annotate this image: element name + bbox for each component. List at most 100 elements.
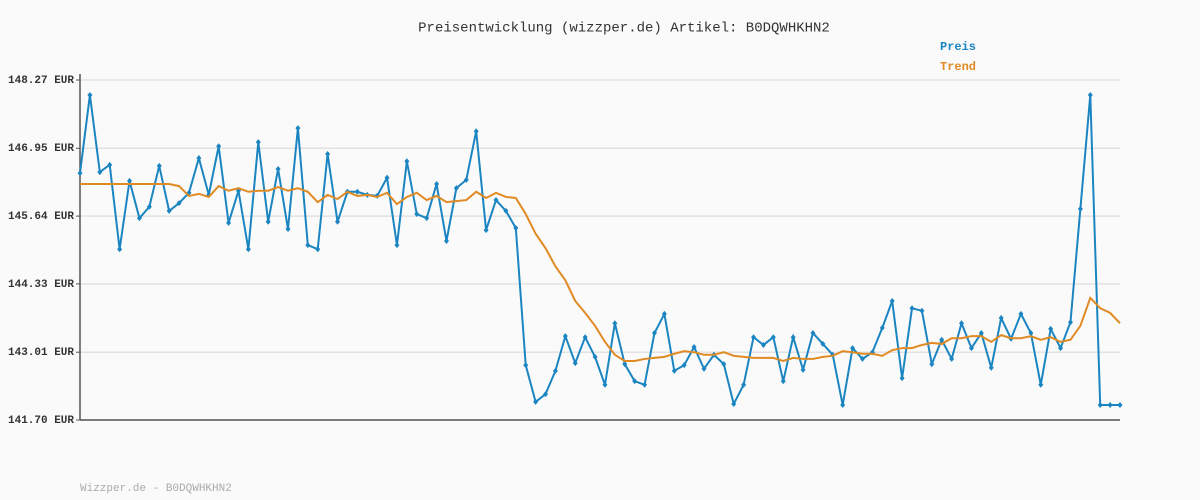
point-marker xyxy=(721,361,727,368)
point-marker xyxy=(840,401,846,408)
point-marker xyxy=(1087,92,1093,99)
point-marker xyxy=(107,161,113,168)
point-marker xyxy=(117,246,123,253)
point-marker xyxy=(404,158,410,165)
point-marker xyxy=(572,360,578,367)
point-marker xyxy=(889,297,895,304)
point-marker xyxy=(731,400,737,407)
point-marker xyxy=(850,345,856,352)
point-marker xyxy=(770,334,776,341)
point-marker xyxy=(562,333,568,340)
point-marker xyxy=(671,367,677,374)
point-marker xyxy=(87,92,93,99)
point-marker xyxy=(760,341,766,348)
legend-entry: Preis xyxy=(940,40,976,54)
point-marker xyxy=(127,177,133,184)
point-marker xyxy=(998,315,1004,322)
point-marker xyxy=(929,361,935,368)
point-marker xyxy=(919,307,925,314)
point-marker xyxy=(325,151,331,158)
point-marker xyxy=(493,197,499,204)
point-marker xyxy=(315,246,321,253)
point-marker xyxy=(879,324,885,331)
point-marker xyxy=(909,305,915,312)
point-marker xyxy=(968,345,974,352)
point-marker xyxy=(582,334,588,341)
point-marker xyxy=(136,215,142,222)
point-marker xyxy=(463,176,469,183)
point-marker xyxy=(354,188,360,195)
point-marker xyxy=(949,355,955,362)
point-marker xyxy=(681,362,687,369)
point-marker xyxy=(800,366,806,373)
y-tick-label: 146.95 EUR xyxy=(8,143,74,155)
point-marker xyxy=(245,246,251,253)
point-marker xyxy=(1067,319,1073,326)
point-marker xyxy=(166,207,172,214)
point-marker xyxy=(751,334,757,341)
legend-entry: Trend xyxy=(940,60,976,74)
point-marker xyxy=(810,330,816,337)
point-marker xyxy=(226,219,232,226)
y-tick-label: 148.27 EUR xyxy=(8,75,74,87)
point-marker xyxy=(295,125,301,132)
point-marker xyxy=(859,355,865,362)
point-marker xyxy=(146,203,152,210)
point-marker xyxy=(216,143,222,150)
series-line xyxy=(80,183,1121,363)
point-marker xyxy=(691,344,697,351)
point-marker xyxy=(651,330,657,337)
point-marker xyxy=(988,364,994,371)
point-marker xyxy=(523,362,529,369)
point-marker xyxy=(196,155,202,162)
point-marker xyxy=(661,310,667,317)
point-marker xyxy=(1077,205,1083,212)
point-marker xyxy=(978,330,984,337)
point-marker xyxy=(513,225,519,232)
point-marker xyxy=(424,215,430,222)
point-marker xyxy=(632,378,638,385)
y-tick-label: 143.01 EUR xyxy=(8,347,74,359)
y-tick-label: 145.64 EUR xyxy=(8,211,74,223)
point-marker xyxy=(622,361,628,368)
point-marker xyxy=(899,375,905,382)
point-marker xyxy=(414,211,420,218)
y-tick-label: 141.70 EUR xyxy=(8,415,74,427)
point-marker xyxy=(384,174,390,181)
point-marker xyxy=(443,237,449,244)
point-marker xyxy=(97,169,103,176)
point-marker xyxy=(1038,381,1044,388)
point-marker xyxy=(335,218,341,225)
point-marker xyxy=(77,170,83,177)
point-marker xyxy=(453,185,459,192)
y-tick-label: 144.33 EUR xyxy=(8,279,74,291)
point-marker xyxy=(820,340,826,347)
point-marker xyxy=(592,353,598,360)
chart-title: Preisentwicklung (wizzper.de) Artikel: B… xyxy=(418,21,830,37)
point-marker xyxy=(176,200,182,207)
point-marker xyxy=(255,139,261,146)
point-marker xyxy=(741,381,747,388)
point-marker xyxy=(790,334,796,341)
point-marker xyxy=(1058,345,1064,352)
point-marker xyxy=(1048,325,1054,332)
point-marker xyxy=(1097,401,1103,408)
point-marker xyxy=(642,381,648,388)
point-marker xyxy=(602,381,608,388)
point-marker xyxy=(394,242,400,249)
series-line xyxy=(79,94,1120,407)
point-marker xyxy=(1018,310,1024,317)
point-marker xyxy=(1117,401,1123,408)
point-marker xyxy=(285,226,291,233)
point-marker xyxy=(780,378,786,385)
point-marker xyxy=(305,242,311,249)
point-marker xyxy=(612,320,618,327)
point-marker xyxy=(503,207,509,214)
point-marker xyxy=(533,398,539,405)
footer: Wizzper.de - B0DQWHKHN2 xyxy=(80,483,232,495)
point-marker xyxy=(552,367,558,374)
point-marker xyxy=(1028,330,1034,337)
point-marker xyxy=(701,365,707,372)
point-marker xyxy=(434,181,440,188)
